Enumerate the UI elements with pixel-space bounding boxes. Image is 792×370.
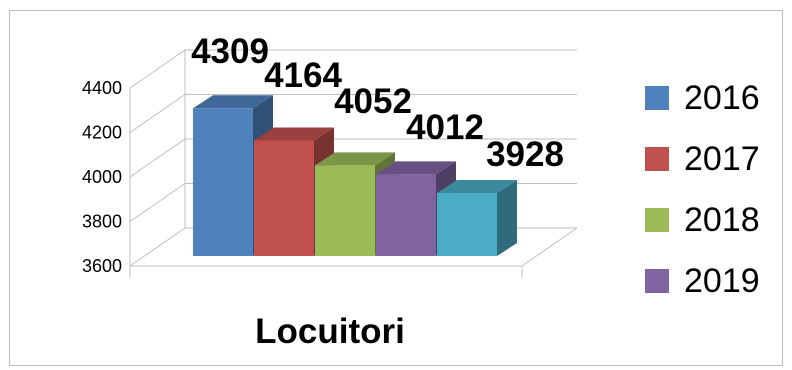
bar-front-face bbox=[193, 108, 253, 256]
data-label: 4012 bbox=[406, 108, 484, 147]
data-label: 3928 bbox=[486, 135, 564, 174]
bar-top-face bbox=[315, 152, 395, 166]
gridline bbox=[129, 94, 577, 133]
data-label: 4164 bbox=[264, 56, 342, 95]
y-tick-label: 3600 bbox=[82, 256, 122, 276]
legend-swatch bbox=[645, 147, 669, 171]
bar-top-face bbox=[376, 161, 456, 175]
bar-top-face bbox=[254, 127, 334, 141]
bar-front-face bbox=[437, 193, 497, 256]
legend-item-2017: 2017 bbox=[645, 140, 760, 178]
legend-label: 2019 bbox=[684, 262, 760, 300]
legend-label: 2018 bbox=[684, 201, 760, 239]
legend-swatch bbox=[645, 208, 669, 232]
bar-2019 bbox=[376, 161, 456, 256]
legend-item-2016: 2016 bbox=[645, 79, 760, 117]
bar-front-face bbox=[254, 140, 314, 256]
bar-front-face bbox=[376, 174, 436, 256]
gridline bbox=[129, 49, 577, 89]
legend-swatch bbox=[645, 86, 669, 110]
legend-swatch bbox=[645, 269, 669, 293]
x-axis-category-label: Locuitori bbox=[255, 312, 405, 351]
y-tick-label: 4200 bbox=[82, 123, 122, 143]
data-label: 4052 bbox=[334, 82, 412, 121]
legend-item-2018: 2018 bbox=[645, 201, 760, 239]
floor-right-edge bbox=[521, 227, 578, 267]
legend-label: 2016 bbox=[684, 79, 760, 117]
y-tick-label: 4000 bbox=[82, 167, 122, 187]
data-label: 4309 bbox=[191, 32, 269, 71]
bar-top-face bbox=[193, 95, 273, 109]
y-tick-label: 3800 bbox=[82, 212, 122, 232]
bar-series-5 bbox=[437, 180, 517, 256]
y-axis-ticks: 3600 3800 4000 4200 4400 bbox=[82, 78, 122, 276]
y-tick-label: 4400 bbox=[82, 78, 122, 98]
bar-front-face bbox=[315, 165, 375, 256]
bar-top-face bbox=[437, 180, 517, 194]
legend: 2016 2017 2018 2019 bbox=[645, 79, 760, 300]
gridline bbox=[129, 138, 577, 178]
bar-side-face bbox=[497, 180, 517, 256]
bars bbox=[193, 95, 517, 256]
legend-item-2019: 2019 bbox=[645, 262, 760, 300]
legend-label: 2017 bbox=[684, 140, 760, 178]
